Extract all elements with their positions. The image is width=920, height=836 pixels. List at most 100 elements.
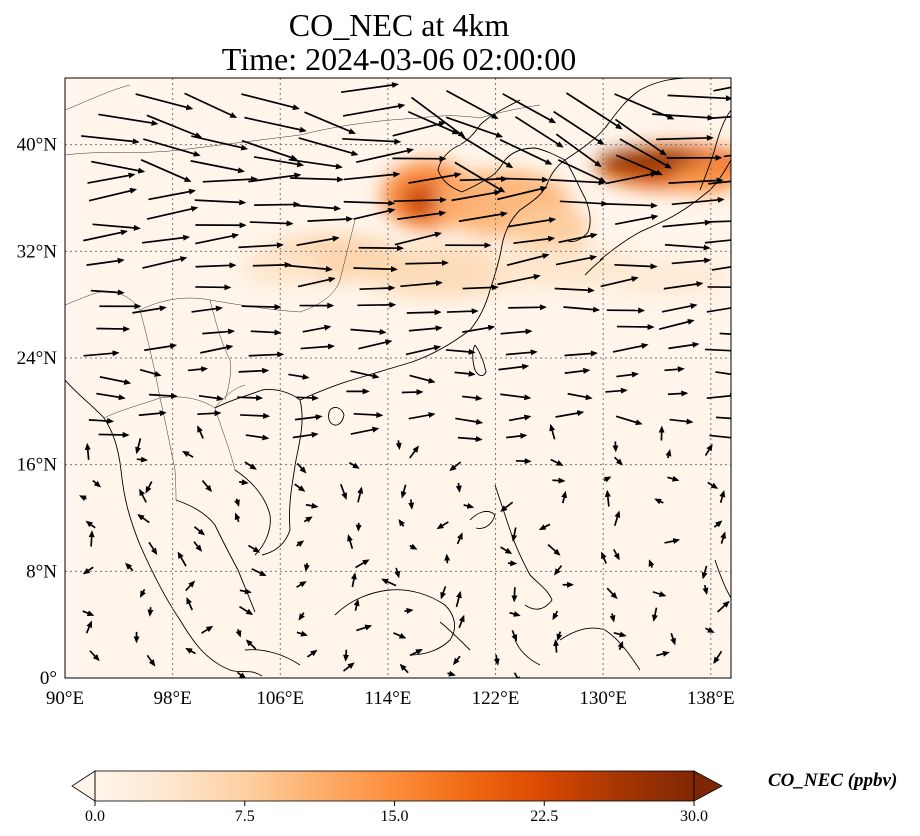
wind-vector-arrow (505, 349, 538, 356)
wind-vector-arrow (658, 318, 695, 330)
wind-vector-arrow (237, 394, 264, 401)
wind-vector-arrow (249, 220, 294, 227)
wind-vector-arrow (88, 187, 138, 202)
wind-vector-arrow (136, 456, 149, 463)
wind-vector-arrow (300, 343, 336, 350)
wind-vector-arrow (197, 425, 204, 439)
wind-vector-arrow (288, 158, 343, 170)
wind-vector-arrow (195, 284, 232, 291)
wind-vector-arrow (669, 418, 694, 425)
wind-vector-arrow (662, 219, 712, 228)
wind-vector-arrow (509, 611, 521, 617)
wind-vector-arrow (709, 115, 731, 120)
wind-vector-arrow (452, 655, 461, 666)
wind-vector-arrow (553, 565, 563, 576)
wind-vector-arrow (454, 370, 476, 377)
wind-vector-arrow (716, 416, 731, 420)
wind-vector-arrow (190, 160, 245, 174)
wind-vector-arrow (652, 591, 667, 597)
wind-vector-arrow (253, 156, 305, 168)
wind-vector-arrow (191, 305, 223, 313)
wind-vector-arrow (552, 610, 559, 621)
wind-vector-arrow (302, 324, 332, 333)
wind-vector-arrow (561, 490, 568, 504)
wind-vector-arrow (399, 663, 409, 674)
wind-vector-arrow (193, 526, 206, 536)
wind-vector-arrow (463, 502, 475, 509)
wind-vector-arrow (343, 200, 396, 207)
latitude-tick-label: 16°N (17, 455, 58, 476)
wind-vector-arrow (146, 114, 203, 138)
wind-vector-arrow (461, 136, 514, 169)
wind-vector-arrow (201, 625, 214, 634)
co-plume (609, 259, 731, 297)
wind-vector-arrow (440, 586, 447, 600)
wind-vector-arrow (240, 412, 271, 419)
wind-vector-arrow (713, 520, 723, 528)
wind-vector-arrow (99, 376, 132, 385)
wind-vector-arrow (515, 116, 564, 148)
wind-vector-arrow (719, 332, 731, 335)
wind-vector-arrow (455, 590, 462, 608)
wind-vector-arrow (408, 412, 436, 420)
wind-vector-arrow (564, 367, 591, 374)
wind-vector-arrow (409, 648, 423, 657)
wind-vector-arrow (250, 329, 282, 336)
wind-vector-arrow (177, 551, 187, 567)
wind-vector-arrow (404, 607, 414, 614)
wind-vector-arrow (235, 629, 242, 638)
wind-vector-arrow (341, 82, 400, 94)
wind-vector-arrow (241, 139, 298, 161)
wind-vector-arrow (135, 438, 142, 455)
wind-vector-arrow (254, 201, 301, 208)
wind-vector-arrow (717, 600, 730, 613)
wind-vector-arrow (139, 588, 146, 598)
wind-vector-arrow (713, 86, 731, 92)
wind-vector-arrow (339, 483, 347, 500)
wind-vector-arrow (704, 347, 731, 354)
wind-vector-arrow (88, 418, 115, 424)
wind-vector-arrow (393, 196, 447, 203)
wind-vector-arrow (713, 650, 723, 665)
wind-vector-arrow (704, 443, 713, 457)
wind-vector-arrow (559, 200, 609, 207)
wind-vector-arrow (619, 138, 672, 169)
wind-vector-arrow (445, 116, 504, 138)
wind-vector-arrow (552, 477, 566, 484)
wind-vector-arrow (394, 231, 442, 246)
wind-vector-arrow (408, 325, 443, 332)
wind-vector-arrow (553, 638, 560, 653)
wind-vector-arrow (496, 176, 549, 183)
wind-vector-arrow (664, 366, 685, 373)
colorbar-tick-label: 22.5 (530, 808, 558, 825)
wind-vector-arrow (148, 188, 197, 201)
wind-vector-arrow (350, 572, 357, 588)
wind-vector-arrow (98, 431, 130, 438)
wind-vector-arrow (348, 461, 360, 469)
wind-vector-arrow (671, 257, 712, 265)
wind-vector-arrow (298, 137, 359, 157)
colorbar-ticks: 0.0 7.5 15.0 22.5 30.0 (85, 801, 708, 825)
wind-vector-arrow (499, 138, 553, 165)
wind-vector-arrow (296, 394, 319, 401)
wind-vector-arrow (668, 341, 700, 350)
wind-vector-arrow (358, 339, 393, 350)
wind-vector-arrow (445, 348, 476, 355)
wind-vector-arrow (202, 328, 236, 335)
wind-vector-arrow (408, 499, 415, 510)
wind-vector-arrow (558, 232, 598, 244)
co-plume (670, 162, 731, 194)
co-plume (361, 244, 523, 298)
wind-vector-arrow (343, 171, 401, 181)
wind-vector-arrow (85, 520, 96, 529)
wind-vector-arrow (405, 259, 449, 266)
wind-vector-arrow (137, 514, 150, 524)
wind-vector-arrow (88, 530, 95, 547)
wind-vector-arrow (96, 392, 126, 401)
wind-vector-arrow (297, 276, 336, 288)
wind-vector-arrow (148, 541, 158, 556)
wind-vector-arrow (81, 135, 140, 145)
wind-vector-arrow (98, 113, 159, 126)
colorbar-tick-label: 7.5 (235, 808, 255, 825)
